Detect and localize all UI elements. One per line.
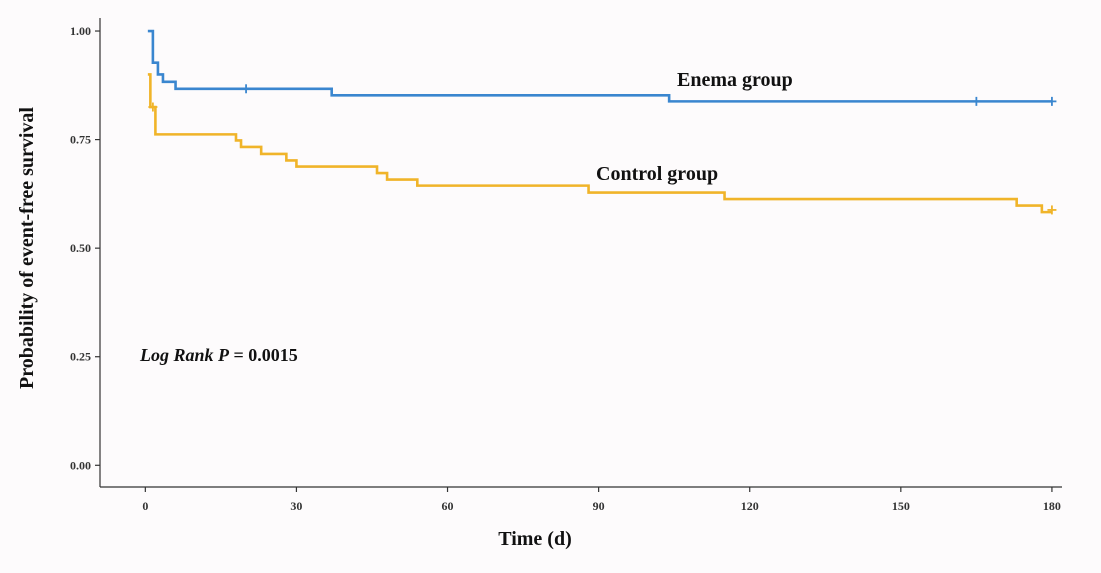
axes <box>99 18 1062 488</box>
censor-mark-enema <box>241 84 251 94</box>
y-ticks: 0.00 0.25 0.50 0.75 1.00 <box>70 24 100 472</box>
series-line-control <box>147 73 1052 214</box>
series-label-enema: Enema group <box>677 69 793 91</box>
y-tick-label: 0.75 <box>70 133 91 147</box>
y-tick-label: 0.50 <box>70 241 91 255</box>
x-axis-title: Time (d) <box>498 528 572 550</box>
censor-mark-control <box>148 102 158 112</box>
x-tick-label: 30 <box>290 499 302 513</box>
series-line-enema <box>147 29 1052 103</box>
y-tick-label: 1.00 <box>70 24 91 38</box>
log-rank-value: = 0.0015 <box>229 345 298 365</box>
censor-mark-enema <box>1047 96 1057 106</box>
censor-marks <box>148 84 1057 215</box>
x-tick-label: 90 <box>593 499 605 513</box>
y-axis-title: Probability of event-free survival <box>16 107 38 389</box>
x-tick-label: 150 <box>892 499 910 513</box>
x-ticks: 0 30 60 90 120 150 180 <box>142 487 1061 513</box>
x-tick-label: 120 <box>741 499 759 513</box>
y-tick-label: 0.00 <box>70 458 91 472</box>
log-rank-prefix: Log Rank P <box>139 345 230 365</box>
log-rank-annotation: Log Rank P = 0.0015 <box>139 345 298 365</box>
x-tick-label: 60 <box>442 499 454 513</box>
censor-mark-enema <box>971 96 981 106</box>
x-tick-label: 180 <box>1043 499 1061 513</box>
censor-mark-control <box>1047 205 1057 215</box>
y-tick-label: 0.25 <box>70 350 91 364</box>
series-label-control: Control group <box>596 163 718 185</box>
series-lines <box>147 29 1052 214</box>
x-tick-label: 0 <box>142 499 148 513</box>
